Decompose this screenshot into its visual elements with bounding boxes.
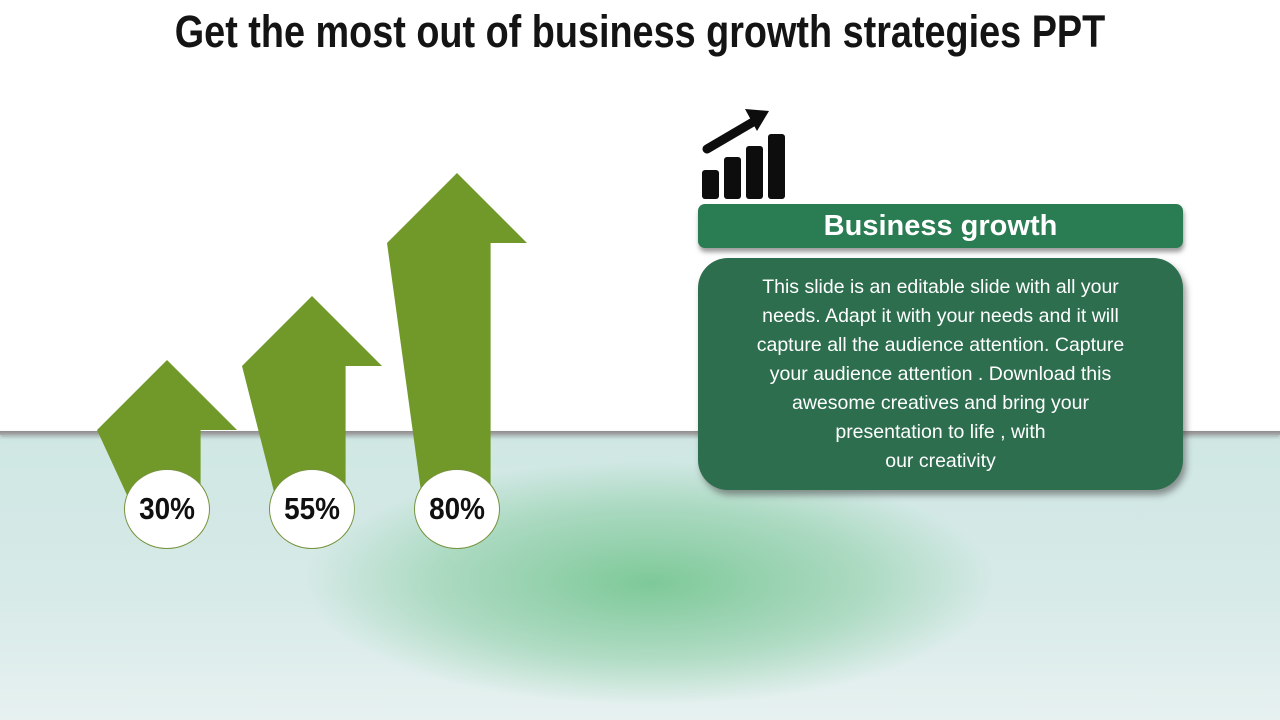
horizon-line [0,431,1280,435]
percent-badge-80: 80% [414,469,500,549]
callout-heading-banner: Business growth [698,204,1183,248]
percent-badge-30: 30% [124,469,210,549]
growth-chart-icon [702,109,785,199]
slide-title: Get the most out of business growth stra… [174,6,1106,57]
callout-body-panel: This slide is an editable slide with all… [698,258,1183,490]
callout-body-text: This slide is an editable slide with all… [756,275,1125,472]
percent-label: 55% [284,491,340,526]
percent-label: 80% [429,491,485,526]
percent-badge-55: 55% [269,469,355,549]
percent-label: 30% [139,491,195,526]
callout-heading: Business growth [823,209,1058,242]
